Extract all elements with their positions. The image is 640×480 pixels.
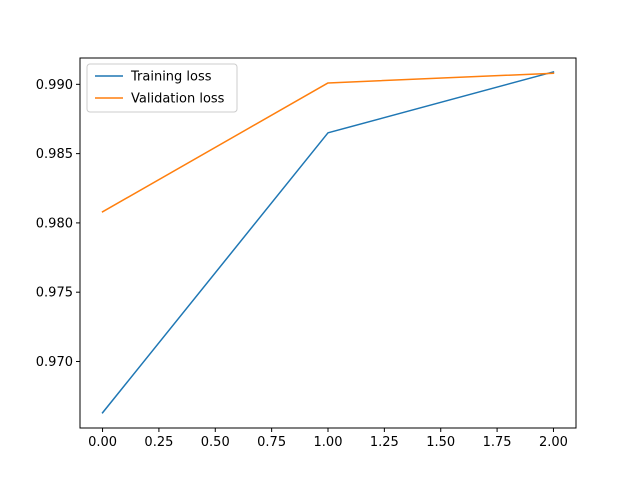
- x-tick-label: 1.75: [483, 435, 512, 450]
- legend-label-0: Training loss: [130, 70, 212, 85]
- y-tick-label: 0.980: [36, 216, 73, 231]
- series-lines: [101, 70, 555, 414]
- x-tick-label: 0.75: [257, 435, 286, 450]
- x-tick-label: 0.50: [201, 435, 230, 450]
- x-tick-label: 2.00: [539, 435, 568, 450]
- x-tick-label: 0.00: [88, 435, 117, 450]
- legend-box: [86, 63, 238, 113]
- y-tick-label: 0.990: [36, 78, 73, 93]
- legend: Training loss Validation loss: [86, 63, 238, 113]
- x-tick-label: 1.25: [370, 435, 399, 450]
- x-axis: 0.00 0.25 0.50 0.75 1.00 1.25 1.50 1.75 2.00: [88, 428, 568, 450]
- x-tick-label: 0.25: [144, 435, 173, 450]
- legend-label-1: Validation loss: [131, 92, 225, 107]
- series-line-0: [101, 70, 555, 414]
- y-tick-label: 0.970: [36, 355, 73, 370]
- x-tick-label: 1.00: [314, 435, 343, 450]
- y-axis: 0.970 0.975 0.980 0.985 0.990: [36, 78, 80, 370]
- y-tick-label: 0.985: [36, 147, 73, 162]
- series-line-1: [101, 72, 555, 213]
- x-tick-label: 1.50: [426, 435, 455, 450]
- y-tick-label: 0.975: [36, 286, 73, 301]
